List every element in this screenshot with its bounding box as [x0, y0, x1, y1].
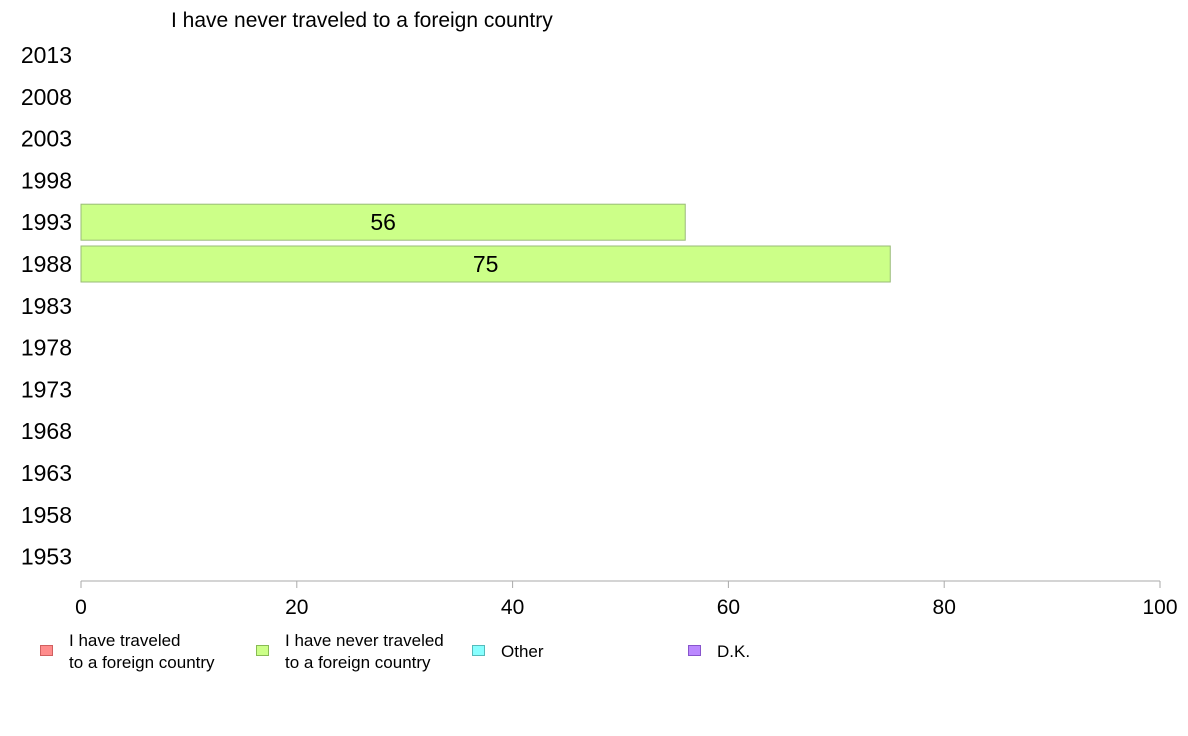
legend-label-never-traveled: I have never traveled to a foreign count…	[285, 631, 444, 672]
legend-swatch-dk	[688, 645, 701, 656]
y-tick-label: 1963	[21, 460, 72, 486]
y-tick-label: 1988	[21, 251, 72, 277]
y-tick-label: 1983	[21, 293, 72, 319]
legend-label-dk: D.K.	[717, 642, 751, 661]
legend-swatch-other	[472, 645, 485, 656]
y-tick-label: 1953	[21, 544, 72, 570]
y-tick-label: 1993	[21, 209, 72, 235]
y-tick-label: 1998	[21, 167, 72, 193]
bar	[80, 245, 891, 283]
legend: I have traveled to a foreign country I h…	[0, 630, 1188, 690]
legend-item-other: Other	[472, 630, 544, 663]
legend-item-traveled: I have traveled to a foreign country	[40, 630, 215, 674]
x-tick-label: 20	[285, 596, 308, 619]
x-tick-label: 60	[717, 596, 740, 619]
bars: 56 75	[80, 203, 891, 283]
chart-title: I have never traveled to a foreign count…	[171, 9, 553, 32]
x-tick-label: 100	[1142, 596, 1177, 619]
bar	[80, 203, 686, 241]
legend-swatch-never-traveled	[256, 645, 269, 656]
y-tick-label: 1978	[21, 335, 72, 361]
legend-item-dk: D.K.	[688, 630, 750, 663]
legend-item-never-traveled: I have never traveled to a foreign count…	[256, 630, 444, 674]
legend-label-other: Other	[501, 642, 544, 661]
y-tick-label: 2008	[21, 84, 72, 110]
legend-swatch-traveled	[40, 645, 53, 656]
y-tick-label: 1973	[21, 376, 72, 402]
x-tick-label: 0	[75, 596, 87, 619]
x-axis: 0 20 40 60 80 100	[75, 580, 1178, 619]
y-tick-label: 2013	[21, 42, 72, 68]
bar-value-label: 75	[473, 251, 499, 277]
y-tick-label: 1958	[21, 502, 72, 528]
y-tick-label: 2003	[21, 126, 72, 152]
y-tick-label: 1968	[21, 418, 72, 444]
legend-label-traveled: I have traveled to a foreign country	[69, 631, 215, 672]
x-tick-label: 40	[501, 596, 524, 619]
x-tick-label: 80	[933, 596, 956, 619]
y-axis-labels: 2013 2008 2003 1998 1993 1988 1983 1978 1973 1968…	[21, 42, 72, 570]
bar-value-label: 56	[370, 209, 396, 235]
